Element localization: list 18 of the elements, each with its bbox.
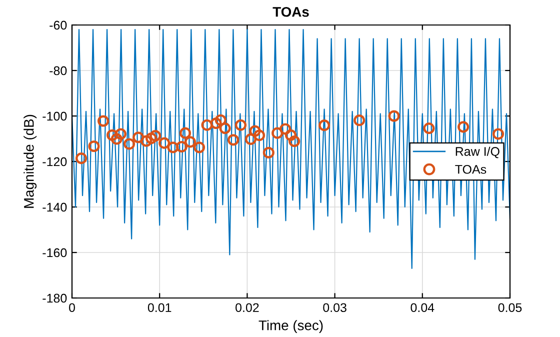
chart-title: TOAs xyxy=(272,6,309,17)
x-tick-label: 0.02 xyxy=(236,303,259,312)
x-axis-title: Time (sec) xyxy=(258,320,323,334)
x-tick-label: 0 xyxy=(69,303,75,312)
y-tick-label: -100 xyxy=(42,112,67,121)
x-tick-label: 0.05 xyxy=(498,303,522,312)
y-tick-label: -140 xyxy=(42,202,67,212)
y-tick-label: -120 xyxy=(42,157,67,166)
x-tick-label: 0.01 xyxy=(148,303,172,312)
legend-label: TOAs xyxy=(455,164,486,174)
y-tick-label: -80 xyxy=(50,66,67,76)
y-tick-label: -180 xyxy=(42,294,67,303)
legend-label: Raw I/Q xyxy=(456,146,500,158)
x-tick-label: 0.03 xyxy=(323,303,346,312)
y-tick-label: -160 xyxy=(42,248,67,258)
x-tick-label: 0.04 xyxy=(410,303,434,312)
y-axis-title: Magnitude (dB) xyxy=(24,114,37,208)
y-tick-label: -60 xyxy=(50,20,67,30)
